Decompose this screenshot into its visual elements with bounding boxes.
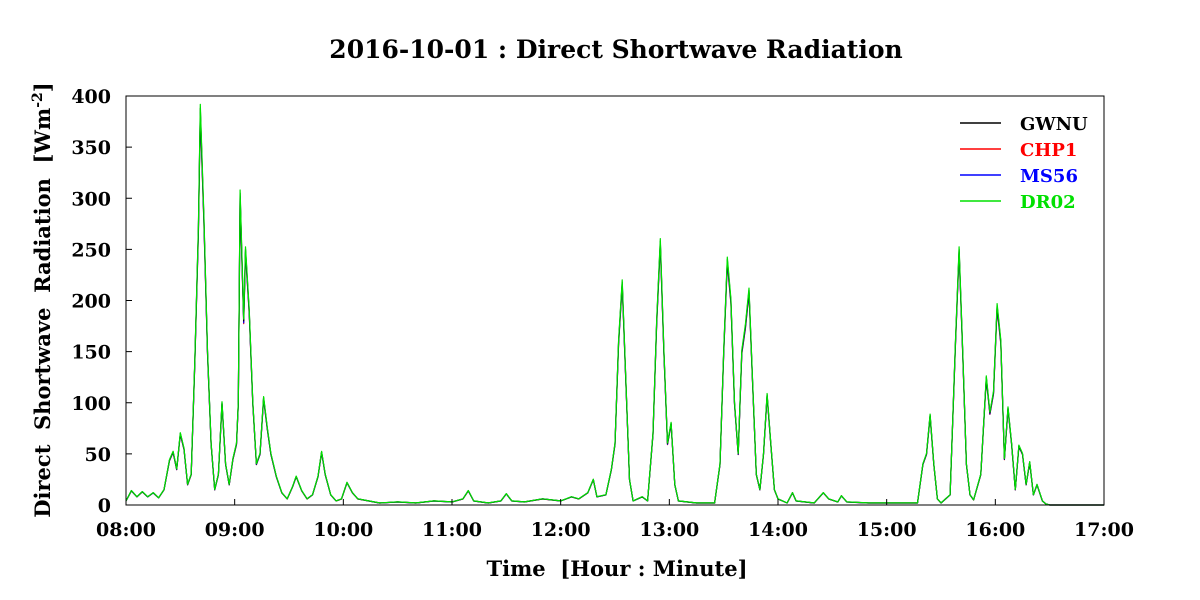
y-tick-label: 0 (98, 495, 111, 517)
y-tick-label: 400 (71, 86, 111, 108)
y-tick-label: 100 (71, 393, 111, 415)
y-tick-label: 200 (71, 291, 111, 313)
y-axis-label: Direct Shortwave Radiation [Wm-2] (30, 82, 55, 517)
x-tick-label: 08:00 (96, 519, 156, 541)
x-tick-label: 14:00 (748, 519, 808, 541)
y-tick-label: 150 (71, 342, 111, 364)
x-axis: 08:00 09:00 10:00 11:00 12:00 13:00 14:00 15:00… (96, 499, 1134, 541)
y-axis: 0 50 100 150 200 250 300 350 400 (71, 86, 132, 517)
legend-label-ms56: MS56 (1020, 166, 1078, 187)
x-tick-label: 17:00 (1074, 519, 1134, 541)
series-line-dr02 (125, 103, 1104, 506)
x-tick-label: 13:00 (639, 519, 699, 541)
legend-label-gwnu: GWNU (1020, 114, 1088, 135)
y-tick-label: 250 (71, 239, 111, 261)
legend-label-chp1: CHP1 (1020, 140, 1077, 161)
y-tick-label: 300 (71, 188, 111, 210)
x-tick-label: 15:00 (857, 519, 917, 541)
legend: GWNU CHP1 MS56 DR02 (960, 114, 1088, 213)
y-axis-label-close: ] (30, 82, 55, 92)
x-axis-label: Time [Hour : Minute] (486, 556, 747, 581)
x-tick-label: 09:00 (205, 519, 265, 541)
x-tick-label: 12:00 (531, 519, 591, 541)
y-axis-label-superscript: -2 (30, 92, 46, 108)
legend-label-dr02: DR02 (1020, 192, 1076, 213)
x-tick-label: 16:00 (965, 519, 1025, 541)
x-tick-label: 11:00 (422, 519, 482, 541)
y-tick-label: 50 (85, 444, 111, 466)
plot-area (125, 103, 1104, 506)
chart-title: 2016-10-01 : Direct Shortwave Radiation (329, 35, 902, 64)
y-axis-label-main: Direct Shortwave Radiation [Wm (30, 108, 55, 518)
x-tick-label: 10:00 (313, 519, 373, 541)
y-tick-label: 350 (71, 137, 111, 159)
